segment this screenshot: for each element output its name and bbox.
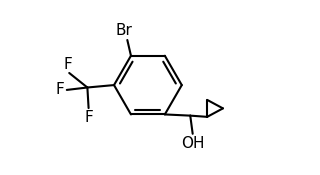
Text: Br: Br <box>115 23 132 38</box>
Text: F: F <box>84 110 93 125</box>
Text: F: F <box>63 57 72 72</box>
Text: F: F <box>56 82 64 97</box>
Text: OH: OH <box>181 136 204 151</box>
